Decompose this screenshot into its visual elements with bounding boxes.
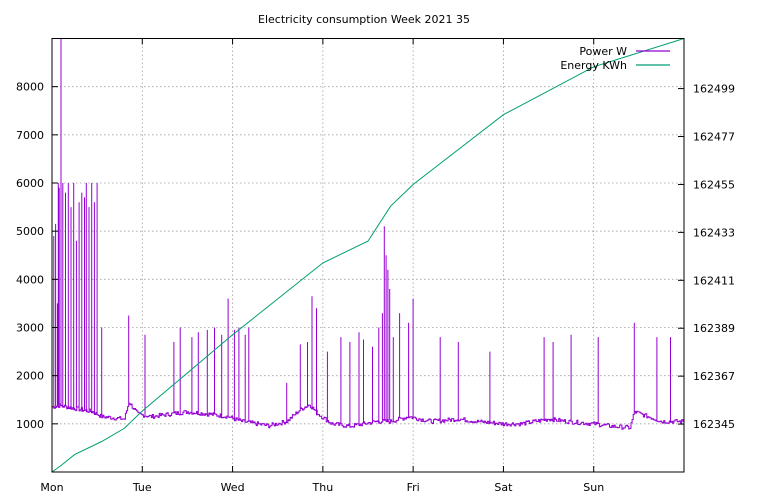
x-tick-label: Mon — [40, 481, 63, 494]
series-layer — [51, 38, 685, 473]
y-left-tick-label: 8000 — [16, 81, 44, 94]
y-left-tick-label: 1000 — [16, 418, 44, 431]
y-right-tick-label: 162455 — [693, 178, 735, 191]
legend-label: Power W — [579, 45, 627, 58]
y-right-tick-label: 162477 — [693, 131, 735, 144]
y-right-tick-label: 162499 — [693, 83, 735, 96]
y-right-tick-label: 162411 — [693, 274, 735, 287]
x-tick-label: Thu — [312, 481, 334, 494]
legend-label: Energy KWh — [560, 59, 627, 72]
x-tick-label: Sat — [494, 481, 513, 494]
series-energy-kwh — [51, 38, 685, 473]
series-power-w — [52, 38, 685, 430]
x-tick-label: Tue — [132, 481, 152, 494]
y-right-tick-label: 162345 — [693, 418, 735, 431]
y-right-tick-label: 162389 — [693, 322, 735, 335]
ticks: Mon Tue Wed Thu Fri Sat Sun 1000 2000 3000 4000 500… — [16, 38, 735, 494]
y-right-tick-label: 162433 — [693, 226, 735, 239]
y-left-tick-label: 4000 — [16, 273, 44, 286]
y-left-tick-label: 6000 — [16, 177, 44, 190]
plot-frame — [51, 38, 685, 473]
x-tick-label: Wed — [221, 481, 245, 494]
x-tick-label: Fri — [407, 481, 420, 494]
y-left-tick-label: 2000 — [16, 370, 44, 383]
x-tick-label: Sun — [583, 481, 604, 494]
chart-title: Electricity consumption Week 2021 35 — [258, 13, 470, 26]
y-left-tick-label: 5000 — [16, 225, 44, 238]
grid — [52, 38, 684, 472]
y-left-tick-label: 7000 — [16, 129, 44, 142]
y-left-tick-label: 3000 — [16, 322, 44, 335]
y-right-tick-label: 162367 — [693, 370, 735, 383]
